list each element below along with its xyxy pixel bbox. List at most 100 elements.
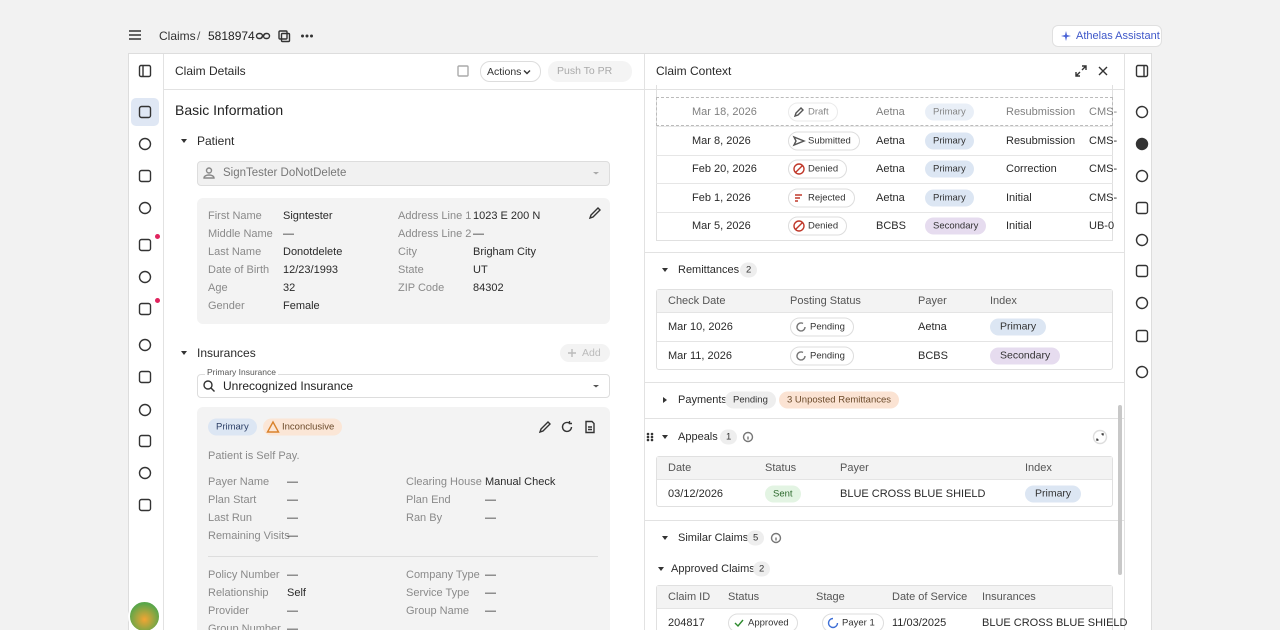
field-value: —	[473, 228, 484, 240]
submission-payer: BCBS	[876, 220, 906, 232]
index-badge: Secondary	[925, 217, 987, 235]
nav-icon[interactable]	[137, 104, 153, 120]
caret[interactable]	[657, 429, 673, 445]
field-label: Relationship	[208, 587, 269, 599]
context-nav-icon[interactable]	[1134, 328, 1150, 344]
claim-stage: Payer 1	[822, 613, 884, 630]
user-avatar[interactable]	[128, 600, 161, 630]
expand-button[interactable]	[1092, 429, 1108, 445]
insurance-name: Unrecognized Insurance	[223, 379, 354, 393]
field-value: —	[485, 494, 496, 506]
document-button[interactable]	[582, 419, 598, 435]
menu-button[interactable]	[127, 27, 143, 43]
notification-dot	[155, 298, 160, 303]
submissions-table	[656, 85, 1113, 241]
section-divider	[645, 252, 1124, 253]
context-nav-icon[interactable]	[1134, 200, 1150, 216]
patient-selector[interactable]	[197, 161, 610, 186]
push-label: Push To PR	[557, 65, 613, 77]
field-label: Service Type	[406, 587, 470, 599]
nav-icon[interactable]	[137, 337, 153, 353]
copy-button[interactable]	[276, 28, 292, 44]
section-title: Basic Information	[175, 102, 284, 118]
collapse-button[interactable]	[137, 63, 153, 79]
add-button[interactable]	[560, 344, 610, 362]
divider	[208, 556, 598, 557]
field-label: Company Type	[406, 569, 480, 581]
caret[interactable]	[657, 530, 673, 546]
nav-icon[interactable]	[137, 237, 153, 253]
field-value: 12/23/1993	[283, 264, 339, 276]
caret[interactable]	[657, 392, 673, 408]
field-label: Last Run	[208, 512, 253, 524]
column-header: Posting Status	[790, 295, 861, 307]
column-header: Check Date	[668, 295, 726, 307]
push-button[interactable]	[548, 61, 632, 82]
context-nav-icon[interactable]	[1134, 263, 1150, 279]
caret[interactable]	[657, 262, 673, 278]
assistant-button[interactable]	[1052, 25, 1162, 47]
index-badge: Primary	[208, 418, 257, 436]
actions-label[interactable]: Actions	[487, 66, 522, 78]
caret[interactable]	[176, 345, 192, 361]
more-button[interactable]	[299, 28, 315, 44]
column-header: Payer	[840, 462, 869, 474]
field-value: Brigham City	[473, 246, 536, 258]
submission-type: Resubmission	[1006, 106, 1076, 118]
field-value: Self	[287, 587, 306, 599]
actions-button[interactable]	[480, 61, 541, 82]
context-nav-icon[interactable]	[1134, 364, 1150, 380]
info-icon[interactable]	[740, 429, 756, 445]
nav-icon[interactable]	[137, 301, 153, 317]
panel-divider	[644, 54, 645, 630]
caret[interactable]	[176, 133, 192, 149]
expand-button[interactable]	[1073, 63, 1089, 79]
patient-card	[197, 198, 610, 324]
rail-selected	[131, 98, 159, 126]
table-header	[657, 586, 1112, 608]
row-divider	[657, 479, 1112, 480]
submission-type: Initial	[1006, 191, 1032, 204]
scrollbar[interactable]	[1118, 405, 1122, 575]
row-divider	[657, 312, 1112, 313]
info-icon[interactable]	[768, 530, 784, 546]
nav-icon[interactable]	[137, 497, 153, 513]
submission-status: Submitted	[788, 131, 860, 150]
refresh-button[interactable]	[559, 419, 575, 435]
field-label: Plan End	[406, 494, 451, 506]
nav-icon[interactable]	[137, 168, 153, 184]
context-nav-icon[interactable]	[1134, 232, 1150, 248]
nav-icon[interactable]	[137, 369, 153, 385]
notification-dot	[155, 234, 160, 239]
context-nav-icon[interactable]	[1134, 295, 1150, 311]
context-nav-icon[interactable]	[1134, 136, 1150, 152]
nav-icon[interactable]	[137, 433, 153, 449]
edit-button[interactable]	[537, 419, 553, 435]
nav-icon[interactable]	[137, 200, 153, 216]
caret[interactable]	[653, 561, 669, 577]
drag-handle[interactable]	[642, 429, 658, 445]
close-button[interactable]	[1095, 63, 1111, 79]
save-button[interactable]	[455, 63, 471, 79]
field-value: 1023 E 200 N	[473, 210, 541, 222]
nav-icon[interactable]	[137, 269, 153, 285]
count-badge: 5	[747, 530, 765, 546]
section-divider	[645, 418, 1124, 419]
assistant-label[interactable]: Athelas Assistant	[1076, 30, 1160, 42]
dropdown-caret	[588, 165, 604, 181]
nav-icon[interactable]	[137, 402, 153, 418]
field-value: 84302	[473, 282, 504, 294]
status-icon	[791, 161, 807, 177]
context-nav-icon[interactable]	[1134, 168, 1150, 184]
nav-icon[interactable]	[137, 136, 153, 152]
collapse-button[interactable]	[1134, 63, 1150, 79]
cell: Mar 10, 2026	[668, 321, 733, 333]
field-label: Payer Name	[208, 476, 270, 488]
column-header: Index	[1025, 462, 1052, 474]
count-badge: 2	[740, 262, 758, 278]
edit-button[interactable]	[587, 205, 603, 221]
nav-icon[interactable]	[137, 465, 153, 481]
breadcrumb-link[interactable]: Claims	[159, 29, 196, 43]
copy-link-button[interactable]	[255, 28, 271, 44]
context-nav-icon[interactable]	[1134, 104, 1150, 120]
